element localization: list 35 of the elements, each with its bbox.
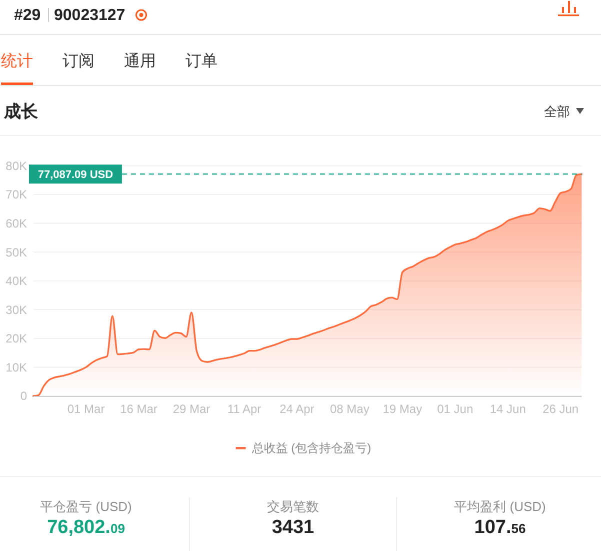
text: 通用 xyxy=(124,52,156,70)
x-tick-label: 29 Mar xyxy=(172,402,210,416)
x-tick-label: 14 Jun xyxy=(490,402,526,416)
y-tick-label: 70K xyxy=(6,188,27,202)
x-tick-label: 24 Apr xyxy=(280,402,314,416)
y-tick-label: 20K xyxy=(6,332,27,346)
text: 平仓盈亏 (USD) xyxy=(40,499,132,514)
ref-line-label: 77,087.09 USD xyxy=(38,168,114,181)
y-tick-label: 40K xyxy=(6,274,27,288)
y-tick-label: 0 xyxy=(20,389,28,404)
y-tick-label: 80K xyxy=(6,158,27,173)
x-tick-label: 16 Mar xyxy=(120,402,158,416)
text: 3431 xyxy=(272,517,315,538)
y-tick-label: 10K xyxy=(6,360,27,374)
chart-title: 成长 xyxy=(3,102,39,121)
x-tick-label: 26 Jun xyxy=(542,402,579,416)
y-tick-label: 30K xyxy=(6,302,27,317)
text: 107.56 xyxy=(474,517,526,538)
text: 交易笔数 xyxy=(267,499,319,514)
text: #29 xyxy=(14,7,41,24)
text: 统计 xyxy=(1,52,33,70)
y-tick-label: 50K xyxy=(6,245,27,260)
text: 平均盈利 (USD) xyxy=(454,499,546,514)
legend-label: 总收益 (包含持仓盈亏) xyxy=(250,441,372,455)
x-tick-label: 19 May xyxy=(382,402,422,416)
text: 订阅 xyxy=(62,52,94,70)
text: 全部 xyxy=(544,104,570,119)
x-tick-label: 11 Apr xyxy=(227,402,262,416)
x-tick-label: 08 May xyxy=(330,402,370,416)
x-tick-label: 01 Mar xyxy=(67,402,105,416)
text: 90023127 xyxy=(54,7,126,24)
y-tick-label: 60K xyxy=(6,216,27,230)
text: 76,802.09 xyxy=(47,517,125,538)
text: 订单 xyxy=(186,52,218,70)
x-tick-label: 01 Jun xyxy=(437,402,474,416)
